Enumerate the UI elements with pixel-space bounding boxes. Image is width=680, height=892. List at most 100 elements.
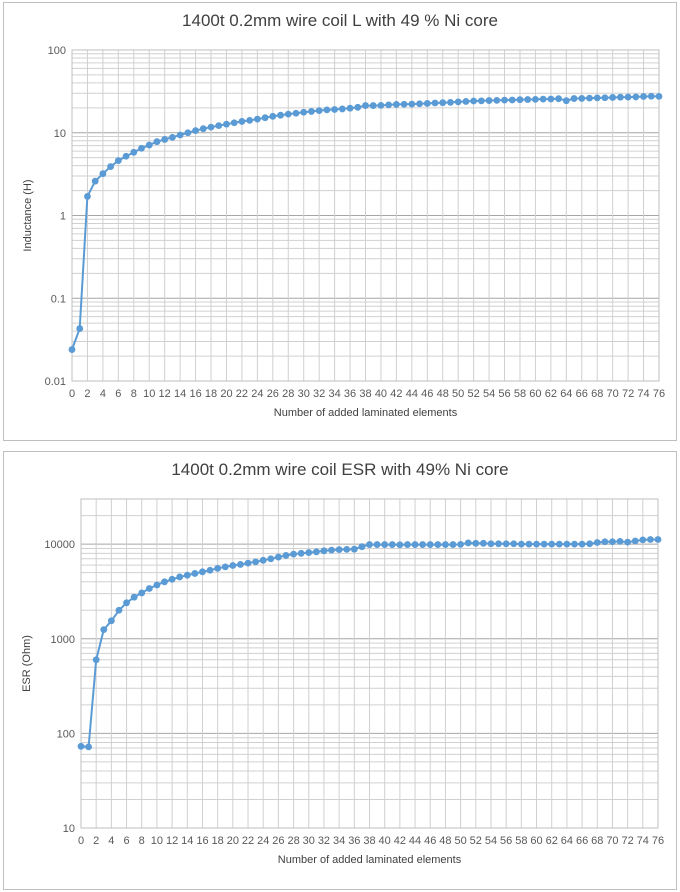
data-point bbox=[192, 127, 199, 135]
y-tick-label: 0.01 bbox=[45, 376, 66, 388]
plot-area-frame bbox=[71, 49, 660, 382]
data-point bbox=[411, 541, 419, 548]
data-point bbox=[300, 108, 308, 116]
data-point bbox=[92, 656, 100, 664]
data-point bbox=[122, 152, 130, 160]
data-point bbox=[547, 95, 555, 103]
x-tick-label: 0 bbox=[69, 388, 75, 400]
data-point bbox=[609, 94, 617, 101]
data-point bbox=[431, 99, 439, 107]
x-tick-label: 58 bbox=[514, 388, 526, 400]
y-tick-label: 10 bbox=[63, 823, 75, 835]
data-point bbox=[601, 538, 609, 546]
x-tick-label: 54 bbox=[483, 388, 495, 400]
data-point bbox=[426, 541, 434, 548]
data-point bbox=[472, 539, 480, 547]
x-tick-label: 20 bbox=[227, 835, 239, 847]
x-tick-label: 14 bbox=[181, 835, 193, 847]
x-tick-label: 16 bbox=[189, 388, 201, 400]
x-tick-label: 8 bbox=[139, 835, 145, 847]
x-tick-label: 44 bbox=[409, 835, 421, 847]
chart-title: 1400t 0.2mm wire coil L with 49 % Ni cor… bbox=[182, 11, 498, 30]
data-point bbox=[153, 581, 161, 589]
x-tick-label: 40 bbox=[379, 835, 391, 847]
data-point bbox=[655, 92, 663, 100]
data-point bbox=[253, 115, 261, 123]
data-point bbox=[229, 562, 237, 569]
data-point bbox=[259, 556, 267, 564]
x-tick-label: 6 bbox=[123, 835, 129, 847]
data-point bbox=[423, 100, 431, 107]
data-point bbox=[571, 540, 578, 548]
data-point bbox=[502, 540, 510, 548]
x-tick-label: 62 bbox=[546, 835, 558, 847]
x-tick-label: 56 bbox=[500, 835, 512, 847]
x-tick-label: 10 bbox=[143, 388, 155, 400]
x-tick-label: 34 bbox=[333, 835, 345, 847]
data-point bbox=[115, 606, 123, 614]
data-point bbox=[616, 537, 624, 545]
x-tick-label: 38 bbox=[359, 388, 371, 400]
data-point bbox=[145, 585, 153, 592]
x-tick-label: 46 bbox=[424, 835, 436, 847]
data-point bbox=[68, 346, 76, 353]
y-axis-label: ESR (Ohm) bbox=[21, 635, 33, 692]
data-point bbox=[632, 93, 640, 101]
x-tick-label: 32 bbox=[318, 835, 330, 847]
data-point bbox=[493, 97, 501, 104]
data-point bbox=[343, 545, 351, 553]
x-tick-label: 52 bbox=[468, 388, 480, 400]
data-point bbox=[385, 101, 393, 109]
data-point bbox=[609, 538, 616, 546]
data-point bbox=[161, 578, 168, 586]
data-point bbox=[578, 540, 586, 548]
data-point bbox=[517, 540, 525, 548]
data-point bbox=[457, 540, 465, 548]
data-point bbox=[624, 538, 632, 546]
data-point bbox=[297, 549, 305, 557]
data-point bbox=[84, 193, 91, 200]
x-tick-label: 38 bbox=[363, 835, 375, 847]
data-point bbox=[366, 541, 373, 548]
data-point bbox=[485, 97, 493, 104]
x-tick-label: 60 bbox=[529, 388, 541, 400]
data-point bbox=[176, 573, 184, 581]
x-tick-label: 32 bbox=[313, 388, 325, 400]
esr-chart-panel: 1400t 0.2mm wire coil ESR with 49% Ni co… bbox=[3, 451, 677, 890]
x-tick-label: 16 bbox=[196, 835, 208, 847]
data-point bbox=[593, 539, 601, 546]
data-point bbox=[487, 540, 495, 548]
chart-title: 1400t 0.2mm wire coil ESR with 49% Ni co… bbox=[171, 460, 509, 479]
data-point bbox=[123, 599, 130, 607]
y-tick-label: 100 bbox=[48, 45, 66, 57]
x-tick-label: 12 bbox=[166, 835, 178, 847]
data-point bbox=[328, 546, 335, 554]
data-point bbox=[85, 743, 92, 751]
data-point bbox=[346, 104, 354, 112]
data-point bbox=[246, 117, 254, 124]
x-tick-label: 66 bbox=[576, 835, 588, 847]
data-point bbox=[308, 108, 315, 115]
data-point bbox=[464, 539, 472, 547]
y-tick-label: 1000 bbox=[51, 634, 75, 646]
y-tick-label: 1 bbox=[60, 211, 66, 223]
data-point bbox=[335, 546, 343, 554]
data-point bbox=[442, 541, 449, 548]
data-point bbox=[269, 112, 277, 120]
data-point bbox=[404, 541, 411, 548]
data-point bbox=[207, 123, 215, 131]
data-point bbox=[176, 131, 184, 139]
x-tick-label: 28 bbox=[287, 835, 299, 847]
data-point bbox=[305, 549, 313, 556]
data-point bbox=[169, 133, 176, 141]
data-point bbox=[416, 100, 423, 108]
data-point bbox=[508, 96, 516, 104]
data-point bbox=[495, 540, 502, 548]
data-point bbox=[76, 325, 84, 332]
gridlines bbox=[80, 498, 659, 829]
data-point bbox=[312, 548, 320, 556]
data-point bbox=[449, 541, 457, 548]
data-point bbox=[274, 553, 282, 561]
x-tick-label: 60 bbox=[530, 835, 542, 847]
